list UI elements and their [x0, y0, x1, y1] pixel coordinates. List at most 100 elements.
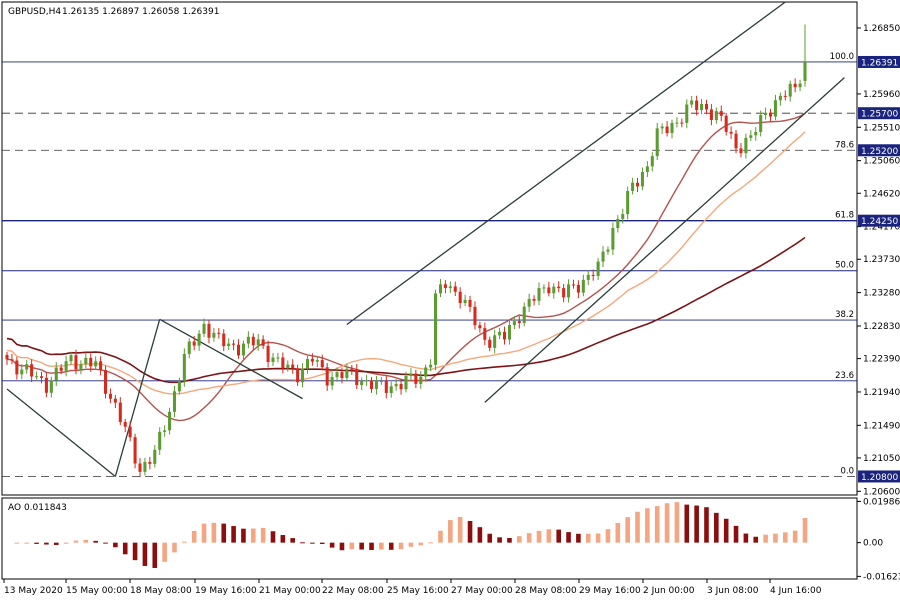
ao-bar-down	[152, 542, 158, 568]
candle-bull	[798, 83, 802, 88]
candle-bear	[266, 345, 270, 363]
candle-bull	[586, 274, 590, 280]
candles-layer	[5, 24, 807, 478]
ao-bar-up	[605, 529, 611, 543]
ao-bar-up	[260, 527, 266, 543]
ao-bar-down	[497, 537, 502, 543]
candle-bear	[99, 361, 103, 371]
candle-bear	[44, 377, 48, 393]
ao-bar-down	[753, 536, 759, 543]
candle-bull	[335, 372, 339, 378]
price-tick-label: 1.26850	[863, 24, 900, 34]
candle-bear	[414, 373, 418, 384]
candle-bear	[783, 95, 787, 97]
ao-bar-up	[664, 503, 670, 543]
ao-bar-down	[477, 527, 483, 543]
price-tick-label: 1.20600	[863, 487, 900, 497]
candle-bull	[438, 284, 443, 294]
candle-bear	[709, 109, 713, 121]
ao-bar-up	[448, 520, 453, 543]
time-tick-label: 4 Jun 16:00	[770, 586, 822, 596]
candle-bull	[182, 353, 186, 382]
candle-bull	[522, 306, 526, 323]
ao-histogram-layer	[14, 502, 808, 568]
candle-bull	[655, 128, 659, 157]
candle-bear	[133, 437, 137, 464]
candle-bear	[547, 287, 551, 294]
candle-bear	[739, 148, 743, 154]
ao-bar-up	[250, 528, 256, 543]
ao-bar-up	[201, 523, 207, 543]
candle-bull	[153, 449, 157, 464]
candle-bull	[197, 333, 201, 346]
ao-tick-label: 0.00	[863, 539, 883, 549]
candle-bull	[512, 321, 516, 326]
candle-bull	[714, 111, 718, 121]
price-tick-label: 1.24620	[863, 189, 900, 199]
candle-bull	[650, 156, 654, 167]
fib-level-label: 50.0	[835, 261, 854, 271]
candle-bear	[5, 354, 9, 360]
ao-bar-up	[182, 541, 187, 543]
ao-bar-up	[63, 542, 69, 544]
candle-bull	[241, 343, 245, 356]
candle-bull	[202, 323, 206, 334]
price-tag-label: 1.20800	[861, 473, 898, 483]
ao-bar-down	[231, 526, 236, 543]
candle-bull	[25, 364, 29, 370]
ao-bar-up	[782, 532, 788, 543]
candle-bear	[384, 380, 388, 394]
candle-bull	[365, 380, 369, 382]
candle-bull	[163, 430, 167, 432]
candle-bull	[640, 171, 644, 187]
candle-bear	[734, 133, 738, 149]
candle-bear	[261, 339, 265, 346]
price-tag	[858, 214, 900, 227]
ao-bar-down	[93, 540, 98, 543]
candle-bear	[30, 364, 34, 377]
price-tag-label: 1.26391	[861, 58, 898, 68]
candle-bull	[345, 368, 349, 379]
price-tick-label: 1.25510	[863, 123, 900, 133]
candle-bull	[143, 462, 147, 472]
candle-bull	[764, 112, 768, 116]
candle-bull	[803, 61, 807, 81]
time-tick-label: 29 May 16:00	[579, 586, 641, 596]
candle-bull	[212, 332, 216, 338]
candle-bear	[74, 355, 78, 370]
ao-bar-down	[566, 532, 571, 543]
time-tick-label: 27 May 00:00	[451, 586, 513, 596]
price-tick-label: 1.25060	[863, 157, 900, 167]
fib-level-label: 100.0	[830, 52, 854, 62]
candle-bull	[64, 361, 68, 371]
candle-bear	[576, 284, 580, 293]
ao-bar-down	[122, 542, 128, 555]
ao-bar-down	[339, 542, 345, 551]
ao-bar-down	[44, 542, 49, 545]
ao-bar-up	[418, 542, 424, 546]
ao-bar-down	[704, 507, 709, 543]
candle-bear	[793, 83, 797, 88]
ao-bar-down	[319, 542, 325, 544]
candle-bull	[256, 339, 260, 346]
trend-line	[484, 77, 845, 403]
candle-bull	[54, 367, 58, 381]
price-panel-frame	[1, 1, 858, 496]
candle-bull	[788, 83, 792, 97]
candle-bull	[645, 166, 649, 172]
fib-level-label: 0.0	[840, 466, 854, 476]
price-tag	[858, 55, 900, 68]
candle-bear	[719, 111, 723, 116]
ao-bar-up	[615, 522, 621, 543]
ao-bar-up	[802, 518, 808, 543]
fib-level-label: 61.8	[835, 211, 854, 221]
candle-bear	[281, 357, 285, 369]
ao-bar-down	[694, 505, 699, 543]
candle-bull	[84, 357, 88, 365]
time-tick-label: 13 May 2020	[4, 586, 63, 596]
candle-bull	[581, 279, 585, 293]
candle-bull	[20, 369, 24, 375]
ao-bar-up	[172, 542, 177, 553]
time-tick-label: 22 May 08:00	[322, 586, 384, 596]
price-tick-label: 1.23730	[863, 255, 900, 265]
